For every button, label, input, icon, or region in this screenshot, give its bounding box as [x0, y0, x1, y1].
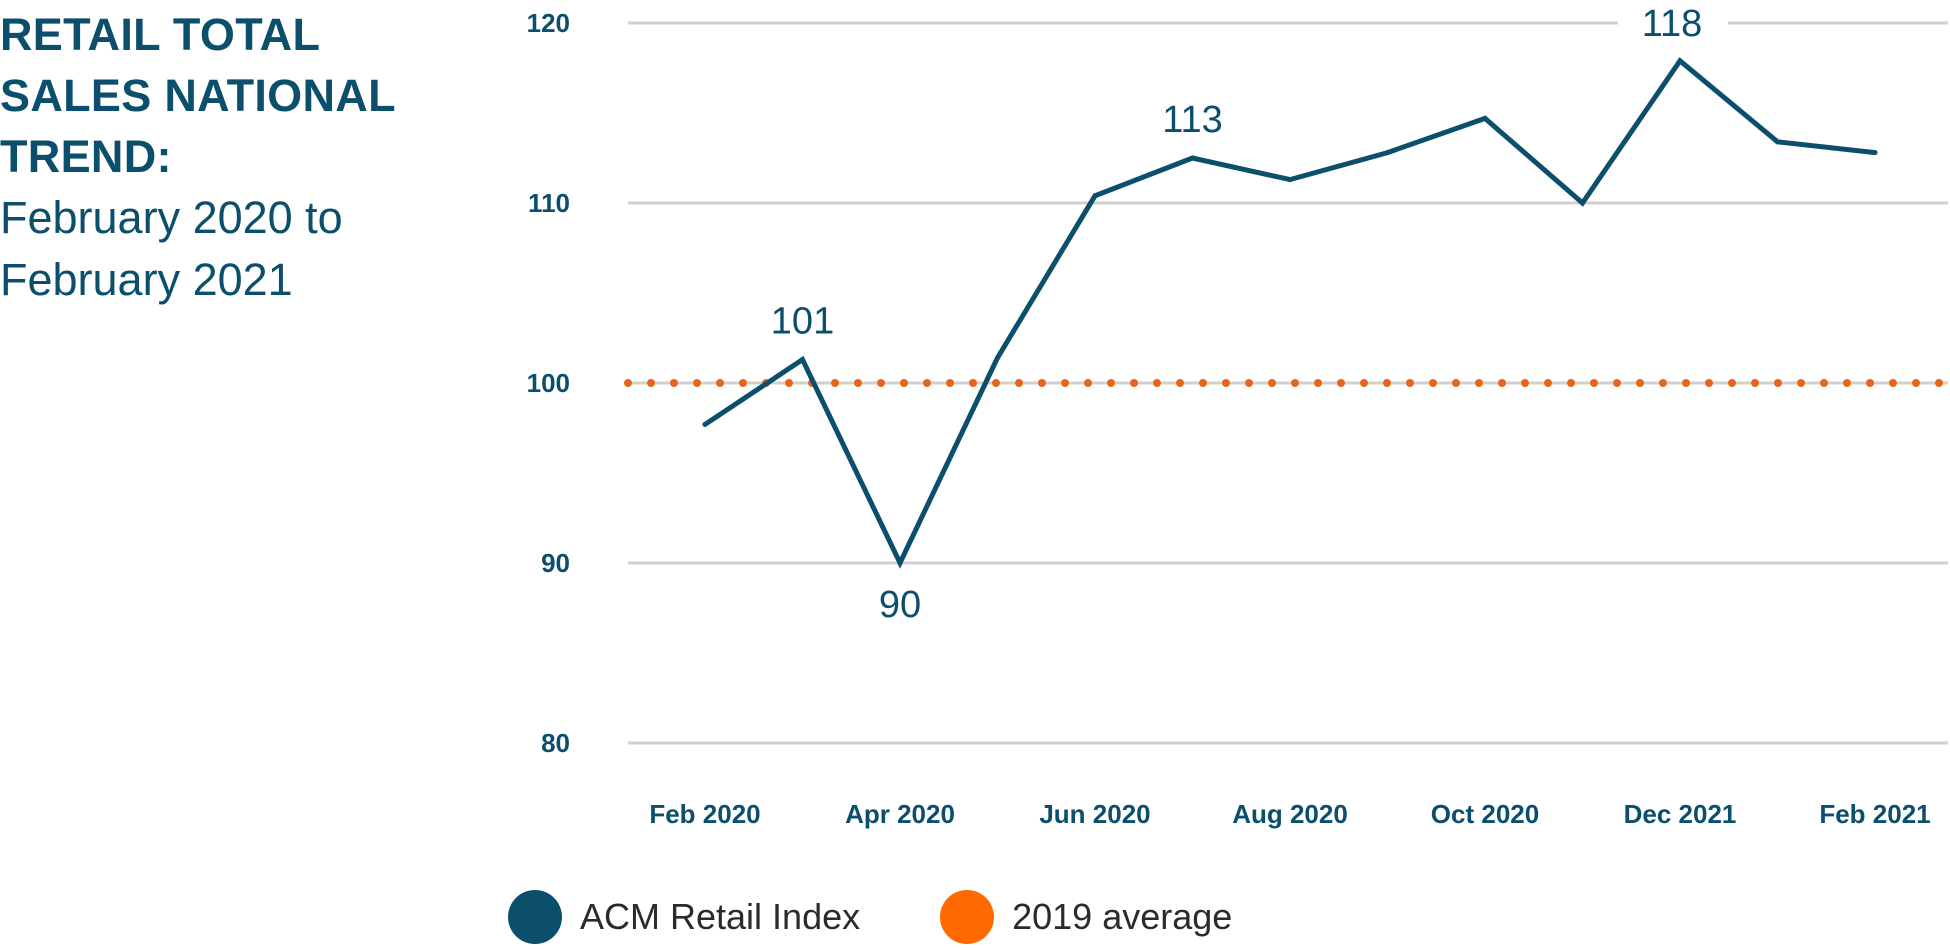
data-point	[1580, 200, 1585, 206]
data-point	[1092, 193, 1098, 199]
y-tick-label: 90	[541, 548, 570, 578]
data-label: 90	[879, 584, 921, 626]
x-tick-label: Jun 2020	[1039, 799, 1150, 829]
data-point	[995, 355, 1000, 361]
data-label: 113	[1162, 99, 1223, 141]
x-tick-label: Feb 2020	[649, 799, 760, 829]
data-label: 101	[771, 301, 834, 343]
data-point	[1190, 155, 1195, 161]
x-tick-label: Feb 2021	[1819, 799, 1930, 829]
data-point	[1287, 177, 1293, 183]
data-point	[1482, 115, 1488, 121]
legend-swatch-2019-average	[940, 890, 995, 944]
legend-item-2019-average: 2019 average	[940, 890, 1232, 944]
data-point	[1775, 139, 1780, 145]
y-tick-label: 110	[528, 188, 570, 218]
data-labels: 101 90 113 118	[771, 1, 1728, 626]
chart-title: RETAIL TOTAL SALES NATIONAL TREND:	[0, 9, 396, 182]
legend-label: 2019 average	[1012, 896, 1233, 937]
data-point	[1385, 150, 1390, 156]
data-label: 118	[1642, 3, 1703, 45]
series-line	[702, 57, 1878, 569]
x-tick-label: Apr 2020	[845, 799, 955, 829]
data-point	[1872, 150, 1878, 156]
x-tick-label: Dec 2021	[1624, 799, 1737, 829]
legend-item-acm-retail-index: ACM Retail Index	[508, 890, 860, 944]
y-tick-label: 120	[527, 8, 570, 38]
data-point	[897, 560, 903, 566]
data-label-backdrop	[1618, 1, 1728, 45]
x-tick-label: Oct 2020	[1431, 799, 1539, 829]
legend: ACM Retail Index 2019 average	[508, 890, 1312, 944]
x-tick-label: Aug 2020	[1232, 799, 1348, 829]
chart-title-block: RETAIL TOTAL SALES NATIONAL TREND: Febru…	[0, 4, 420, 311]
chart-subtitle: February 2020 to February 2021	[0, 192, 343, 305]
y-tick-label: 80	[541, 728, 570, 758]
line-chart: 80 90 100 110 120 Feb 2020 Apr 2020 Jun 2020 Au…	[527, 1, 1950, 829]
y-axis-ticks: 80 90 100 110 120	[527, 8, 570, 758]
x-axis-ticks: Feb 2020 Apr 2020 Jun 2020 Aug 2020 Oct 2020…	[649, 799, 1930, 829]
series-acm-retail-index	[702, 57, 1878, 569]
legend-label: ACM Retail Index	[580, 896, 861, 937]
data-point	[1677, 58, 1683, 64]
data-point	[800, 357, 805, 363]
gridlines	[628, 21, 1948, 745]
legend-swatch-acm-retail-index	[508, 890, 562, 944]
y-tick-label: 100	[527, 368, 570, 398]
data-point	[702, 421, 708, 427]
